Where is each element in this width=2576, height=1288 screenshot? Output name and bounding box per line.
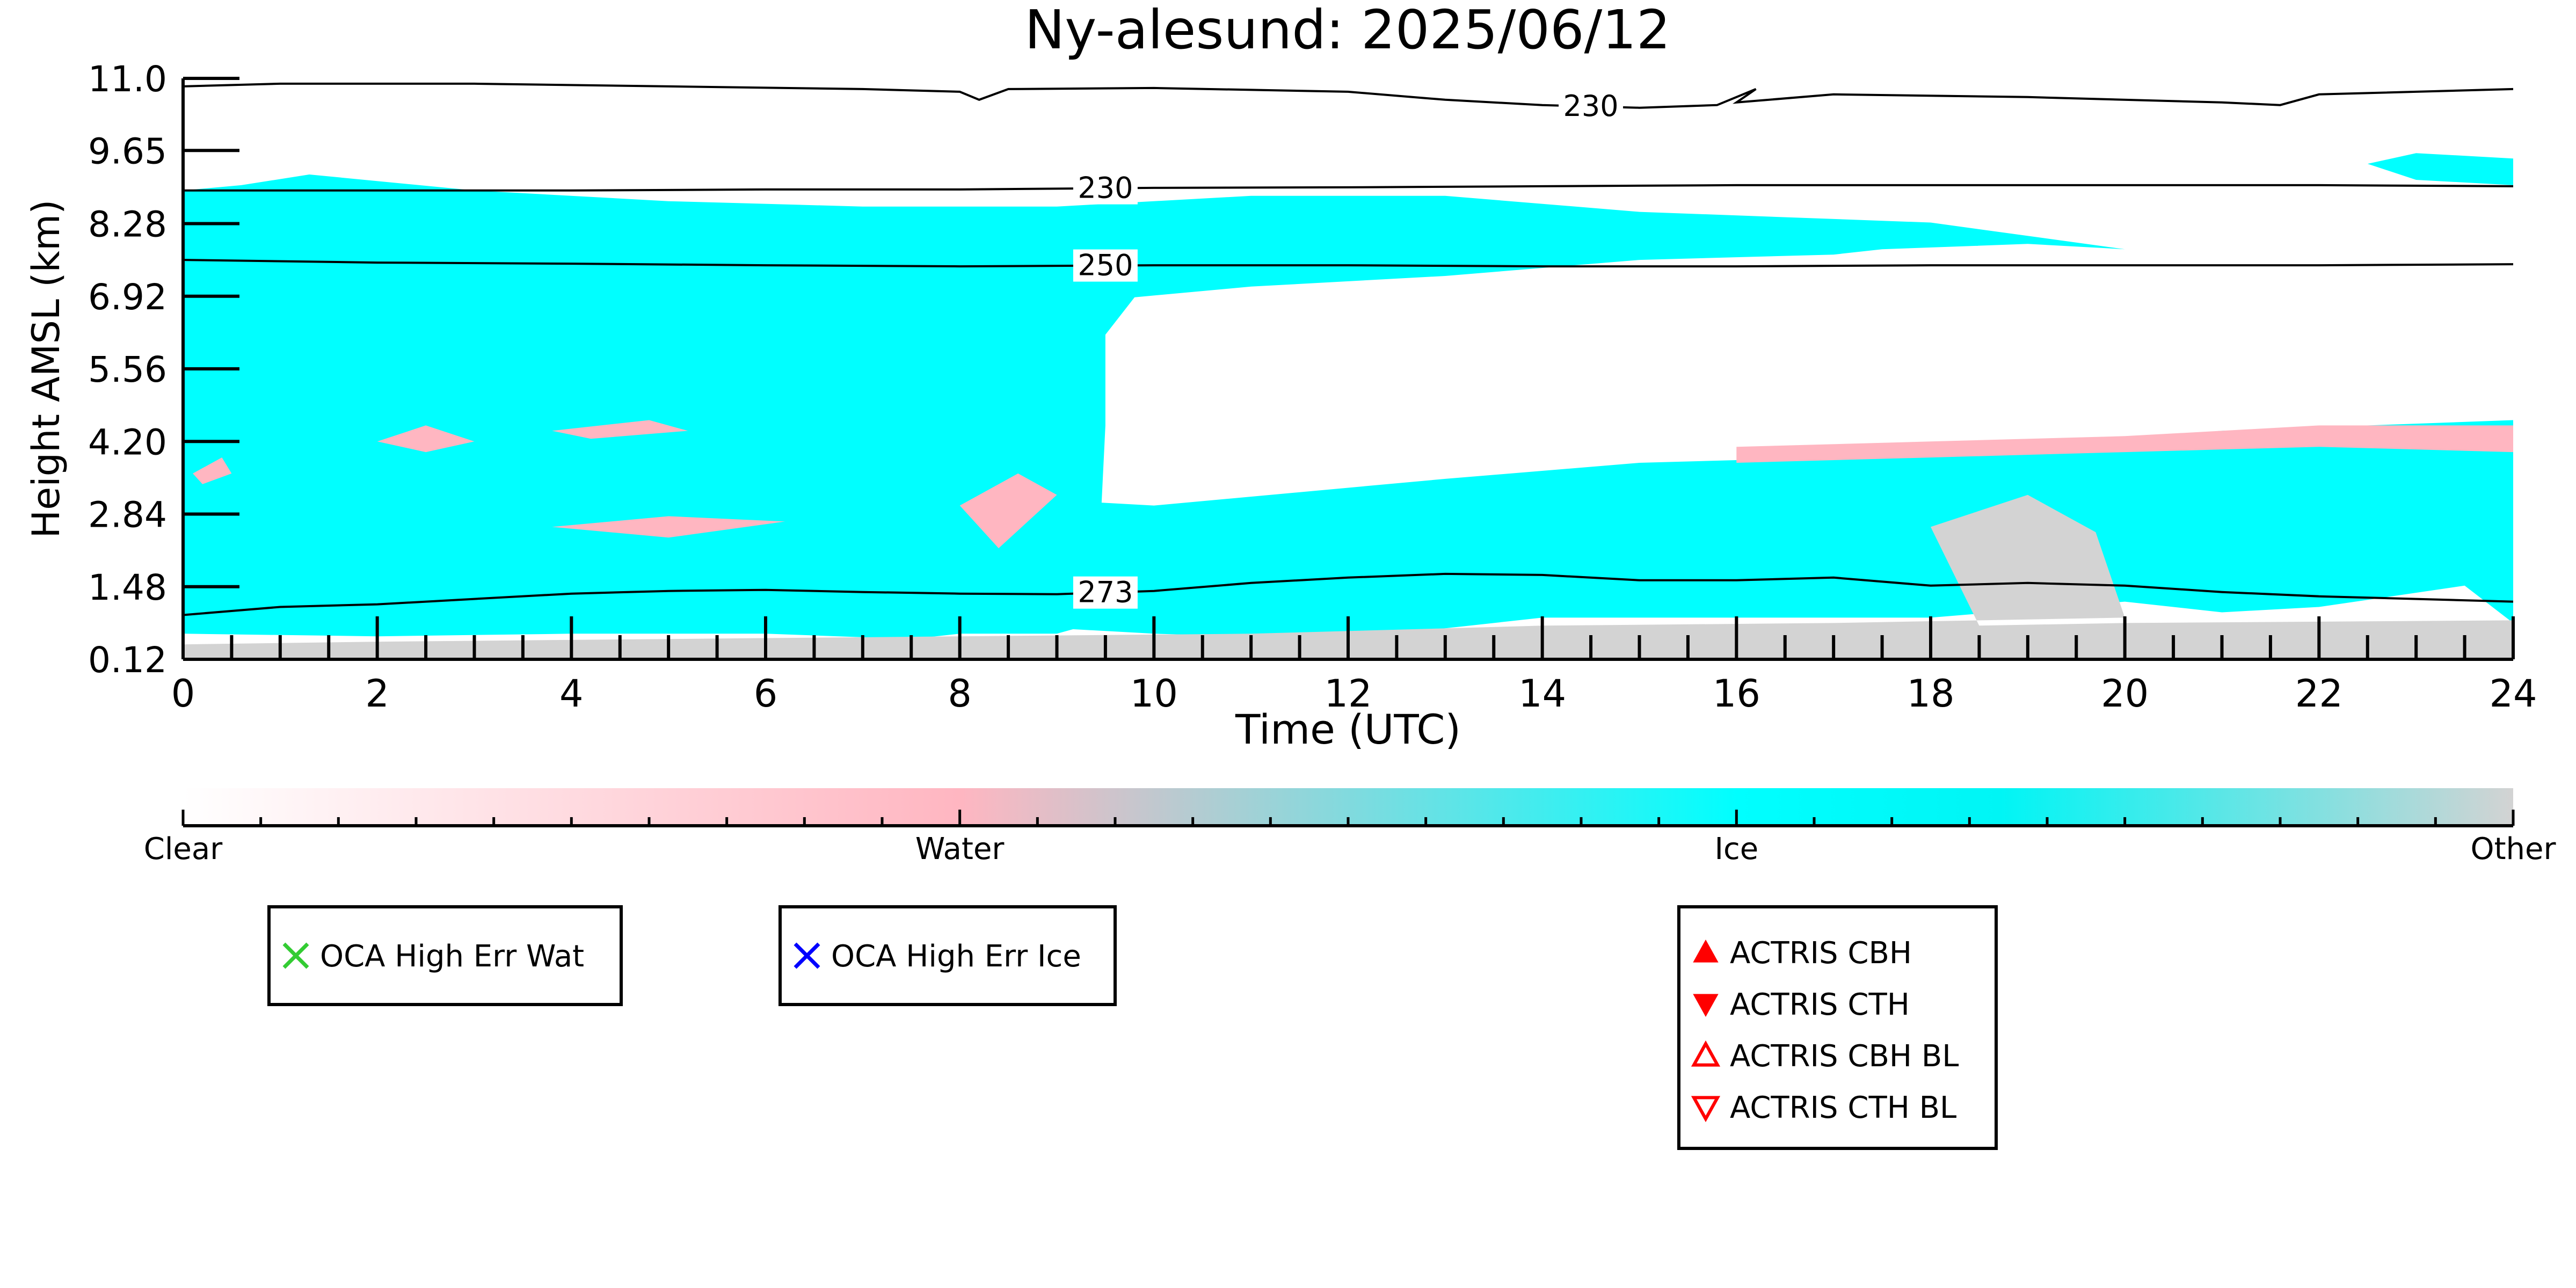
marker-legends: OCA High Err Wat OCA High Err Ice ACTRIS C… xyxy=(267,905,1998,1150)
temperature-contours xyxy=(183,82,2513,616)
contour-label-273: 273 xyxy=(1078,576,1133,609)
colorbar-labels: Clear Water Ice Other xyxy=(144,832,2557,867)
legend-entry-label: ACTRIS CBH BL xyxy=(1730,1039,1959,1074)
region-water-9 xyxy=(377,425,475,453)
x-tick-label: 4 xyxy=(559,672,584,716)
y-axis: 0.12 1.48 2.84 4.20 5.56 6.92 8.28 9.65 11.0 xyxy=(88,59,239,681)
contour-label-bg xyxy=(1073,172,1138,205)
x-tick-label: 16 xyxy=(1713,672,1760,716)
y-tick-label: 11.0 xyxy=(88,59,167,100)
region-other-3 xyxy=(183,494,2513,659)
x-tick-label: 8 xyxy=(948,672,972,716)
contour-line-230-1 xyxy=(183,184,2513,192)
legend-entry-label: OCA High Err Ice xyxy=(831,939,1081,974)
colorbar: Clear Water Ice Other xyxy=(144,788,2557,867)
legend-box-3: ACTRIS CBH ACTRIS CTH ACTRIS CBH BL ACTRIS … xyxy=(1677,905,1998,1150)
contour-line-273-3 xyxy=(183,572,2513,616)
x-tick-label: 2 xyxy=(365,672,389,716)
legend-box-1: OCA High Err Wat xyxy=(267,905,623,1006)
x-marker-icon xyxy=(282,942,309,969)
contour-line-250-2 xyxy=(183,259,2513,268)
contour-label-230: 230 xyxy=(1078,171,1133,205)
y-tick-label: 0.12 xyxy=(88,639,167,681)
triangle-up-icon xyxy=(1693,939,1719,963)
y-tick-label: 9.65 xyxy=(88,130,167,172)
legend-frame xyxy=(267,905,623,1006)
triangle-down-icon xyxy=(1693,994,1719,1017)
x-tick-label: 18 xyxy=(1906,672,1954,716)
x-tick-label: 22 xyxy=(2295,672,2343,716)
x-axis: 0 2 4 6 8 10 12 14 16 18 20 22 24 xyxy=(171,616,2537,716)
region-water-7 xyxy=(193,457,232,484)
legend-entry-label: ACTRIS CTH xyxy=(1730,987,1910,1022)
y-tick-label: 1.48 xyxy=(88,567,167,608)
colorbar-label-water: Water xyxy=(915,832,1005,867)
region-water-4 xyxy=(1736,425,2513,463)
plot-area: 230 230 250 273 xyxy=(183,78,2513,659)
x-axis-label: Time (UTC) xyxy=(1235,705,1461,753)
colorbar-label-other: Other xyxy=(2470,832,2556,867)
y-axis-label: Height AMSL (km) xyxy=(24,200,68,539)
contour-labels: 230 230 250 273 xyxy=(1073,89,1624,609)
x-tick-label: 20 xyxy=(2101,672,2149,716)
x-tick-label: 6 xyxy=(754,672,778,716)
x-tick-label: 24 xyxy=(2489,672,2537,716)
triangle-down-icon xyxy=(1691,1096,1721,1123)
x-tick-label: 0 xyxy=(171,672,195,716)
y-tick-label: 5.56 xyxy=(88,349,167,390)
region-ice-1 xyxy=(959,420,2513,639)
x-tick-label: 12 xyxy=(1324,672,1372,716)
contour-label-230: 230 xyxy=(1563,89,1619,123)
colorbar-label-ice: Ice xyxy=(1714,832,1758,867)
legend-entry-label: ACTRIS CBH xyxy=(1730,936,1912,971)
legend-entry-label: OCA High Err Wat xyxy=(320,939,584,974)
contour-line-230-0 xyxy=(183,82,2513,109)
legend-frame xyxy=(778,905,1117,1006)
contour-label-bg xyxy=(1559,90,1624,123)
legend-frame xyxy=(1677,905,1998,1150)
y-tick-label: 4.20 xyxy=(88,421,167,463)
region-water-8 xyxy=(959,473,1057,549)
region-ice-2 xyxy=(2367,153,2513,185)
region-water-6 xyxy=(552,516,785,538)
y-tick-label: 6.92 xyxy=(88,276,167,318)
region-water-5 xyxy=(552,420,688,439)
contour-label-bg xyxy=(1073,249,1138,282)
colorbar-ticks xyxy=(181,810,2515,826)
colorbar-label-clear: Clear xyxy=(144,832,223,867)
x-tick-label: 14 xyxy=(1518,672,1566,716)
legend-box-2: OCA High Err Ice xyxy=(778,905,1117,1006)
contour-label-bg xyxy=(1073,576,1138,609)
contour-label-250: 250 xyxy=(1078,249,1133,282)
y-tick-label: 2.84 xyxy=(88,494,167,536)
x-tick-label: 10 xyxy=(1130,672,1178,716)
cloud-class-regions xyxy=(183,153,2513,659)
legend-entry-label: ACTRIS CTH BL xyxy=(1730,1090,1956,1125)
chart-title: Ny-alesund: 2025/06/12 xyxy=(1024,0,1670,61)
triangle-up-icon xyxy=(1691,1040,1721,1067)
x-marker-icon xyxy=(794,942,820,969)
y-tick-label: 8.28 xyxy=(88,204,167,245)
